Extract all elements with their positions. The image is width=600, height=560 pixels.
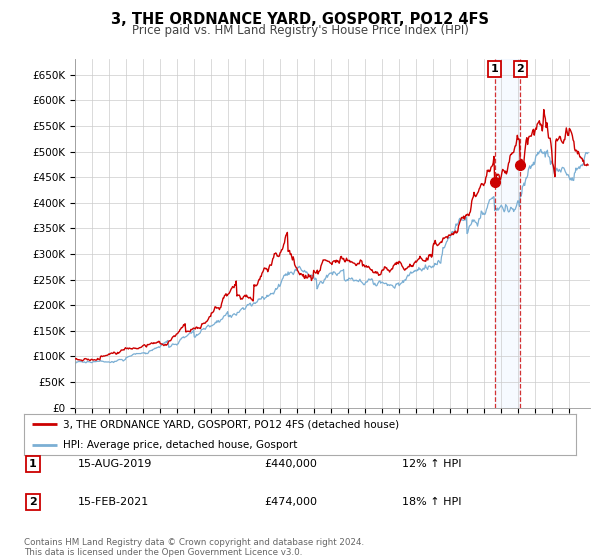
Text: Price paid vs. HM Land Registry's House Price Index (HPI): Price paid vs. HM Land Registry's House …: [131, 24, 469, 36]
Text: This data is licensed under the Open Government Licence v3.0.: This data is licensed under the Open Gov…: [24, 548, 302, 557]
Text: 18% ↑ HPI: 18% ↑ HPI: [402, 497, 461, 507]
Text: 12% ↑ HPI: 12% ↑ HPI: [402, 459, 461, 469]
Text: Contains HM Land Registry data © Crown copyright and database right 2024.: Contains HM Land Registry data © Crown c…: [24, 538, 364, 547]
Text: 3, THE ORDNANCE YARD, GOSPORT, PO12 4FS: 3, THE ORDNANCE YARD, GOSPORT, PO12 4FS: [111, 12, 489, 27]
Text: 15-FEB-2021: 15-FEB-2021: [78, 497, 149, 507]
Text: 15-AUG-2019: 15-AUG-2019: [78, 459, 152, 469]
Text: 2: 2: [517, 64, 524, 74]
Text: 2: 2: [29, 497, 37, 507]
Text: 1: 1: [491, 64, 499, 74]
Text: 1: 1: [29, 459, 37, 469]
Bar: [494, 59, 520, 408]
Text: 3, THE ORDNANCE YARD, GOSPORT, PO12 4FS (detached house): 3, THE ORDNANCE YARD, GOSPORT, PO12 4FS …: [62, 419, 399, 430]
Text: HPI: Average price, detached house, Gosport: HPI: Average price, detached house, Gosp…: [62, 440, 297, 450]
Text: £474,000: £474,000: [264, 497, 317, 507]
Text: £440,000: £440,000: [264, 459, 317, 469]
